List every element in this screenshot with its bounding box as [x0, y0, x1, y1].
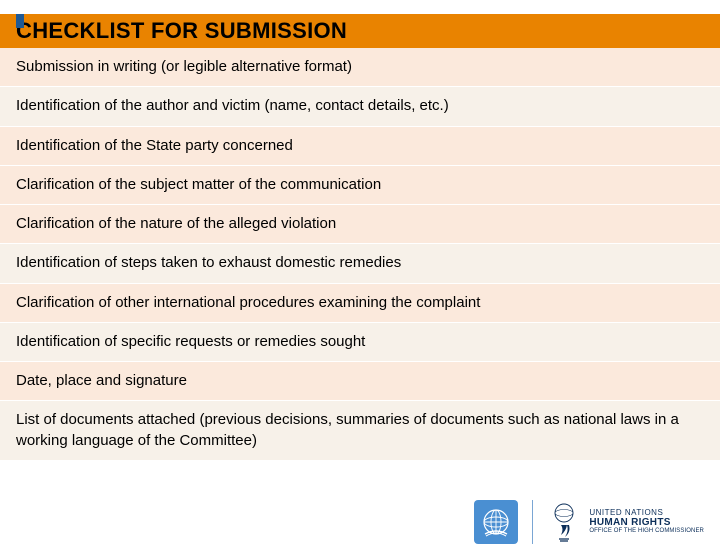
- checklist-item: Clarification of other international pro…: [0, 284, 720, 323]
- ohchr-text-mid: HUMAN RIGHTS: [589, 518, 704, 529]
- checklist: Submission in writing (or legible altern…: [0, 48, 720, 461]
- footer-logos: UNITED NATIONS HUMAN RIGHTS OFFICE OF TH…: [474, 500, 704, 544]
- checklist-item: Date, place and signature: [0, 362, 720, 401]
- ohchr-text-bot: OFFICE OF THE HIGH COMMISSIONER: [589, 528, 704, 534]
- checklist-item: Identification of the author and victim …: [0, 87, 720, 126]
- title-bar: CHECKLIST FOR SUBMISSION: [0, 14, 720, 48]
- checklist-item: Clarification of the nature of the alleg…: [0, 205, 720, 244]
- checklist-item: Identification of the State party concer…: [0, 127, 720, 166]
- top-accent-bar: [16, 14, 24, 28]
- checklist-item: List of documents attached (previous dec…: [0, 401, 720, 461]
- ohchr-text-block: UNITED NATIONS HUMAN RIGHTS OFFICE OF TH…: [589, 509, 704, 534]
- checklist-item: Submission in writing (or legible altern…: [0, 48, 720, 87]
- ohchr-flame-icon: [547, 500, 581, 544]
- un-emblem-icon: [474, 500, 518, 544]
- checklist-item: Identification of specific requests or r…: [0, 323, 720, 362]
- checklist-item: Clarification of the subject matter of t…: [0, 166, 720, 205]
- ohchr-logo: UNITED NATIONS HUMAN RIGHTS OFFICE OF TH…: [547, 500, 704, 544]
- logo-divider: [532, 500, 533, 544]
- page-title: CHECKLIST FOR SUBMISSION: [16, 18, 347, 44]
- checklist-item: Identification of steps taken to exhaust…: [0, 244, 720, 283]
